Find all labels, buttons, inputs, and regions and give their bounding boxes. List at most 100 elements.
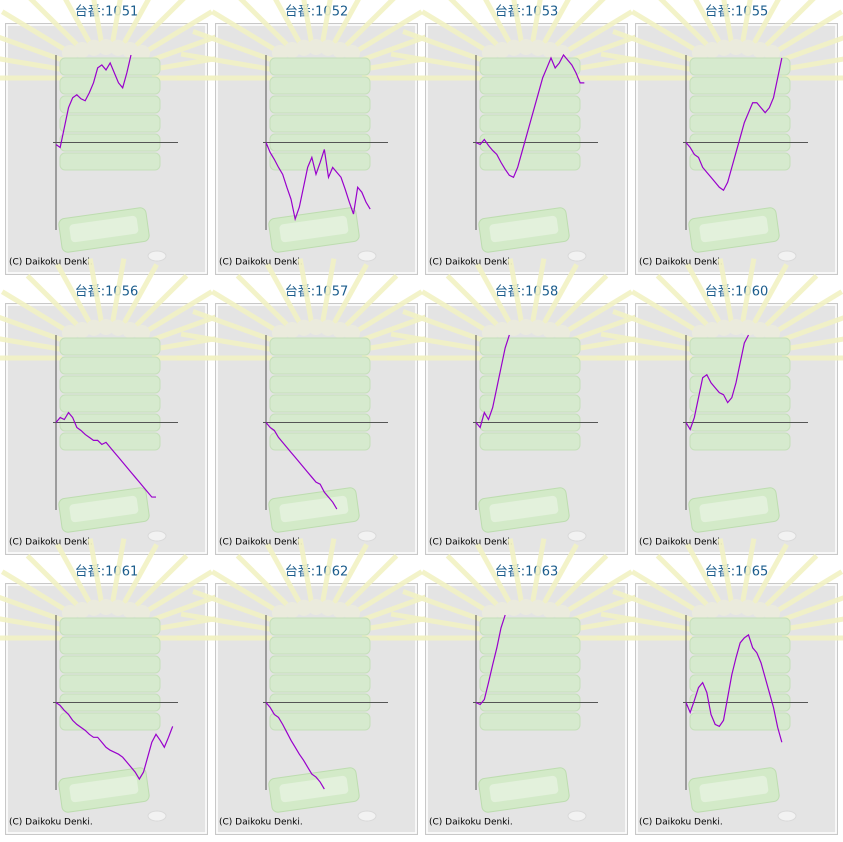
box-stack — [59, 57, 161, 76]
box-stack — [479, 636, 581, 655]
sun-ray — [559, 289, 634, 337]
sun-ray — [612, 589, 698, 625]
tray-inner — [279, 215, 349, 243]
tray-inner — [69, 495, 139, 523]
ball — [752, 322, 768, 338]
sun-ray — [600, 611, 694, 633]
ball — [296, 39, 312, 56]
sun-ray — [0, 594, 68, 625]
sun-ray — [238, 0, 294, 51]
sun-ray — [301, 0, 315, 44]
background-art — [597, 0, 843, 262]
ball — [494, 42, 510, 58]
box-stack — [689, 617, 791, 636]
sun-ray — [235, 553, 294, 611]
chart-title: 台番:1058 — [495, 285, 558, 300]
coin — [147, 810, 167, 822]
ball — [122, 602, 138, 618]
sun-ray — [109, 0, 123, 44]
ball — [716, 599, 732, 616]
ball — [122, 42, 138, 58]
ball — [296, 599, 312, 616]
coin — [147, 530, 167, 542]
ball — [62, 45, 78, 61]
sun-ray — [130, 273, 189, 331]
sun-ray — [445, 273, 504, 331]
sun-ray — [448, 0, 504, 51]
data-line — [475, 614, 506, 706]
sun-ray — [55, 263, 94, 327]
tray-inner — [279, 495, 349, 523]
sun-ray — [0, 314, 68, 345]
ball — [542, 42, 558, 58]
ball — [74, 322, 90, 338]
data-line — [685, 334, 750, 431]
ball — [554, 325, 570, 341]
sun-ray — [0, 569, 75, 617]
sun-ray — [658, 0, 714, 51]
tray-inner — [489, 775, 559, 803]
ball — [554, 45, 570, 61]
ball — [320, 599, 336, 616]
ball — [320, 39, 336, 56]
sun-ray — [630, 9, 705, 57]
box-stack — [59, 712, 161, 731]
ball — [518, 599, 534, 615]
chart-title: 台番:1055 — [705, 5, 768, 20]
ball — [284, 322, 300, 338]
tray-inner — [699, 215, 769, 243]
sun-ray — [265, 263, 304, 327]
data-line — [265, 702, 325, 790]
copyright: (C) Daikoku Denki. — [219, 538, 303, 548]
sun-ray — [340, 553, 399, 611]
chart-title: 台番:1053 — [495, 5, 558, 20]
sun-ray — [760, 0, 816, 51]
ball — [98, 319, 114, 335]
ball — [134, 325, 150, 341]
ball — [86, 319, 102, 336]
copyright: (C) Daikoku Denki. — [219, 258, 303, 268]
panel-inner-border — [216, 24, 417, 274]
copyright: (C) Daikoku Denki. — [429, 538, 513, 548]
box-stack — [269, 76, 371, 95]
sun-ray — [529, 258, 547, 324]
sun-ray — [330, 0, 361, 47]
sun-ray — [760, 553, 819, 611]
ball — [332, 322, 348, 338]
copyright: (C) Daikoku Denki. — [9, 258, 93, 268]
sun-ray — [769, 569, 843, 617]
sun-ray — [402, 29, 488, 65]
sun-ray — [120, 263, 159, 327]
ball — [332, 602, 348, 618]
ball — [728, 39, 744, 55]
box-stack — [59, 76, 161, 95]
panel-inner-border — [426, 584, 627, 834]
sun-ray — [655, 553, 714, 611]
sun-ray — [550, 273, 609, 331]
ball — [332, 42, 348, 58]
copyright: (C) Daikoku Denki. — [639, 258, 723, 268]
sun-ray — [180, 51, 274, 73]
sun-ray — [540, 263, 579, 327]
sun-ray — [550, 0, 606, 51]
box-stack — [269, 57, 371, 76]
ball — [272, 45, 288, 61]
box-stack — [59, 375, 161, 394]
panel-inner-border — [6, 304, 207, 554]
data-line — [685, 57, 783, 192]
ball — [752, 602, 768, 618]
sun-ray — [330, 263, 369, 327]
box-stack — [689, 57, 791, 76]
sun-ray — [273, 0, 304, 47]
sun-ray — [630, 289, 705, 337]
chart-panel: (C) Daikoku Denki. — [597, 0, 843, 275]
data-line — [265, 422, 338, 510]
sun-ray — [507, 258, 525, 324]
background-art — [387, 538, 667, 822]
sun-ray — [630, 569, 705, 617]
tray-inner — [489, 495, 559, 523]
box-stack — [479, 95, 581, 114]
ball — [308, 39, 324, 55]
sun-ray — [25, 273, 84, 331]
ball — [506, 319, 522, 336]
